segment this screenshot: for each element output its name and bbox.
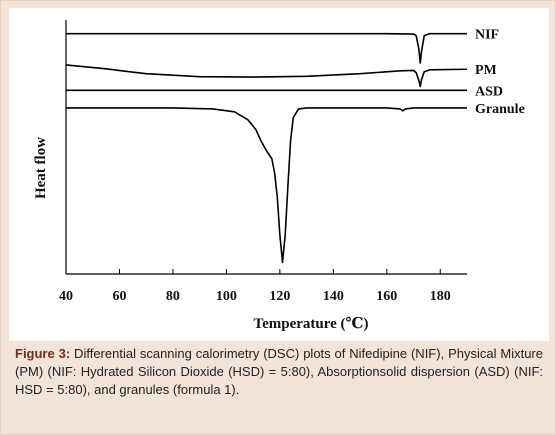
plot-panel: 40 60 80 100 120 140 160 180 NIF PM ASD Granule Te… [9, 8, 549, 341]
caption-text: Differential scanning calorimetry (DSC) … [15, 346, 543, 397]
legend-layer: NIF PM ASD Granule [475, 28, 525, 117]
x-axis-title: Temperature (℃) [253, 316, 368, 332]
x-tick-label: 140 [323, 289, 344, 304]
y-axis-title: Heat flow [33, 137, 49, 199]
x-tick-label: 80 [166, 289, 180, 304]
dsc-chart: 40 60 80 100 120 140 160 180 NIF PM ASD Granule Te… [33, 20, 525, 332]
x-tick-label: 60 [112, 289, 126, 304]
caption-label: Figure 3: [15, 346, 71, 361]
x-tick-label: 100 [216, 289, 237, 304]
legend-label-nif: NIF [475, 28, 499, 43]
x-tick-label: 120 [269, 289, 290, 304]
axes-layer [65, 20, 467, 275]
ticks-layer: 40 60 80 100 120 140 160 180 [59, 269, 451, 304]
x-tick-label: 180 [430, 289, 451, 304]
legend-label-pm: PM [475, 63, 497, 78]
series-line-nif [66, 32, 467, 64]
series-line-granule [66, 107, 467, 264]
figure-caption: Figure 3: Differential scanning calorime… [15, 345, 543, 399]
legend-label-asd: ASD [475, 84, 503, 99]
x-tick-label: 160 [376, 289, 397, 304]
series-layer [65, 32, 468, 264]
x-tick-label: 40 [59, 289, 73, 304]
series-line-pm [65, 64, 468, 88]
legend-label-granule: Granule [475, 102, 525, 117]
